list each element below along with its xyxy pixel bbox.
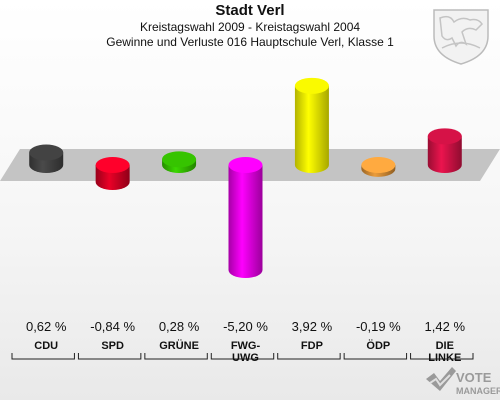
category-label: GRÜNE	[159, 339, 199, 352]
value-label: 1,42 %	[425, 319, 466, 334]
logo-text-vote: VOTE	[456, 370, 492, 385]
category-label: CDU	[34, 340, 58, 352]
axis-segment	[343, 353, 408, 360]
axis-segment	[210, 353, 275, 360]
value-label: -5,20 %	[223, 319, 268, 334]
bar-spd	[95, 157, 130, 190]
value-label: 3,92 %	[292, 319, 333, 334]
logo-text-manager: MANAGER	[456, 386, 500, 396]
coat-of-arms-icon	[433, 9, 489, 65]
chart-subtitle: Kreistagswahl 2009 - Kreistagswahl 2004	[139, 20, 361, 34]
value-labels-group: 0,62 % -0,84 % 0,28 % -5,20 % 3,92 % -0,19 % 1…	[26, 319, 465, 334]
category-label: ÖDP	[366, 339, 390, 352]
value-label: 0,62 %	[26, 319, 67, 334]
bar-fdp	[294, 77, 329, 173]
checkmark-logo-icon	[426, 367, 456, 391]
category-label: UWG	[232, 352, 259, 364]
chart-subtitle-2: Gewinne und Verluste 016 Hauptschule Ver…	[106, 35, 394, 49]
bar-grüne	[162, 151, 197, 173]
bar-die-linke	[427, 128, 462, 173]
bars-group	[29, 77, 462, 279]
chart-title: Stadt Verl	[215, 2, 285, 19]
axis-segment	[277, 353, 341, 360]
bar-ödp	[361, 157, 396, 177]
category-axis	[11, 353, 474, 360]
value-label: 0,28 %	[159, 319, 200, 334]
category-label: LINKE	[428, 352, 461, 364]
axis-segment	[11, 353, 75, 360]
bar-fwg-uwg	[228, 157, 263, 279]
chart-header: Stadt Verl Kreistagswahl 2009 - Kreistag…	[0, 2, 500, 50]
bar-cdu	[29, 144, 64, 173]
category-label: FDP	[301, 340, 323, 352]
axis-segment	[144, 353, 208, 360]
category-label: DIE	[436, 340, 454, 352]
vote-manager-logo: VOTE MANAGER	[426, 367, 500, 396]
category-label: FWG-	[231, 340, 261, 352]
axis-segment	[77, 353, 142, 360]
value-label: -0,19 %	[356, 319, 401, 334]
value-label: -0,84 %	[90, 319, 135, 334]
axis-segment	[410, 353, 474, 360]
category-label: SPD	[101, 340, 124, 352]
